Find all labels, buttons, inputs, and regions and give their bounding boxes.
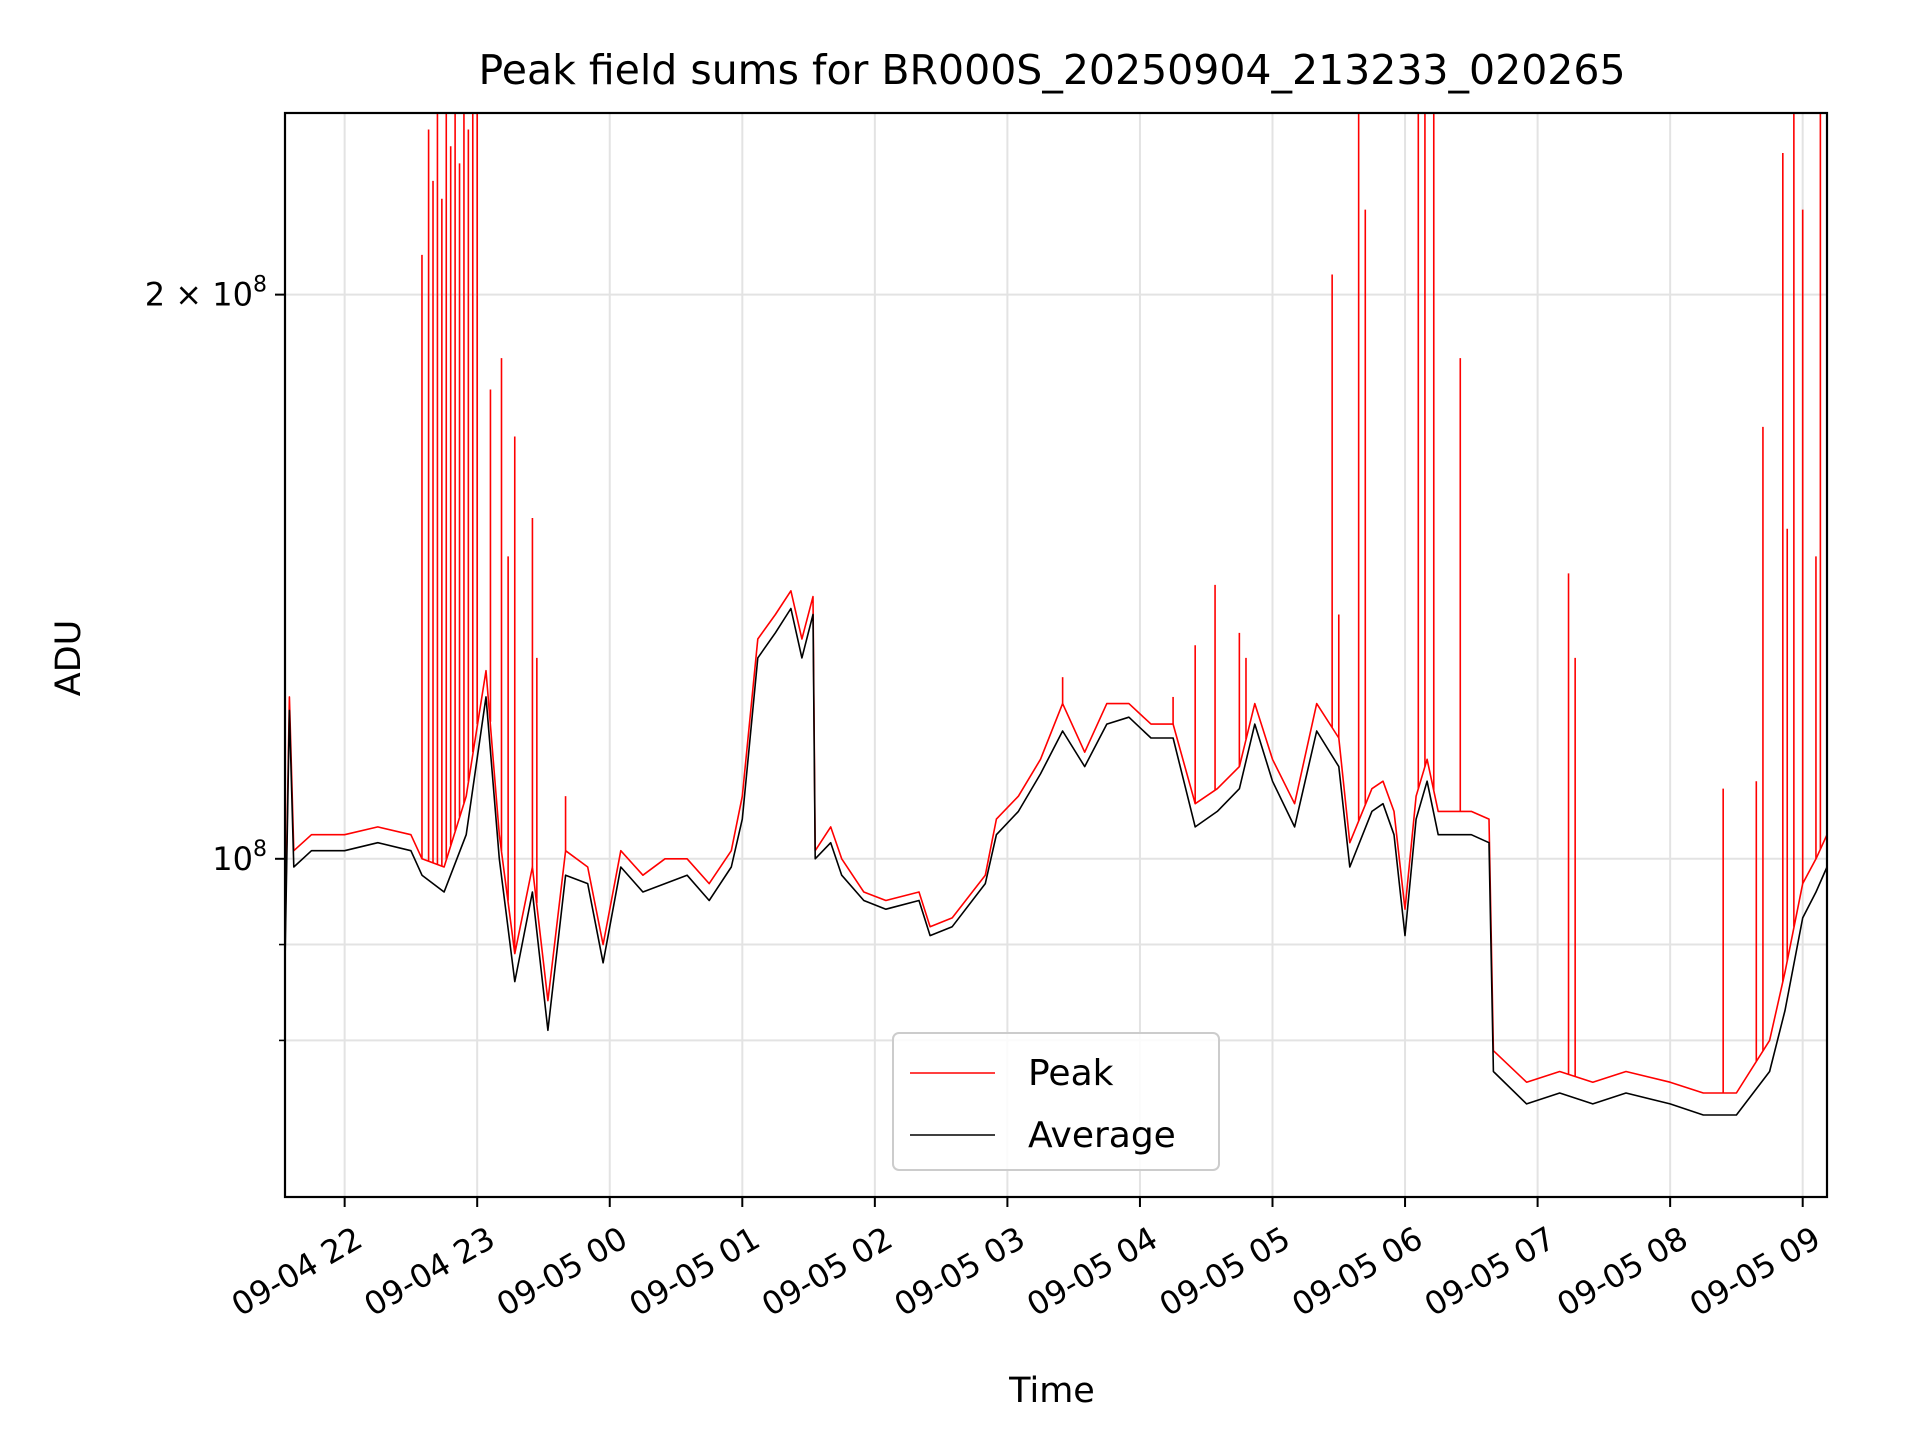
chart-title: Peak field sums for BR000S_20250904_2132… [478, 46, 1625, 94]
x-axis-label: Time [1008, 1371, 1095, 1411]
legend-label-peak: Peak [1028, 1053, 1114, 1094]
legend-label-average: Average [1028, 1115, 1176, 1156]
series-layer [284, 113, 1828, 1116]
peak-series-line [284, 589, 1828, 1094]
y-axis-label: ADU [49, 620, 89, 697]
average-series-line [284, 607, 1828, 1116]
plot-frame [283, 111, 1829, 1199]
legend: Peak Average [892, 1032, 1220, 1171]
y-tick-label: 108 [212, 837, 267, 878]
y-tick-label: 2 × 108 [145, 273, 267, 314]
